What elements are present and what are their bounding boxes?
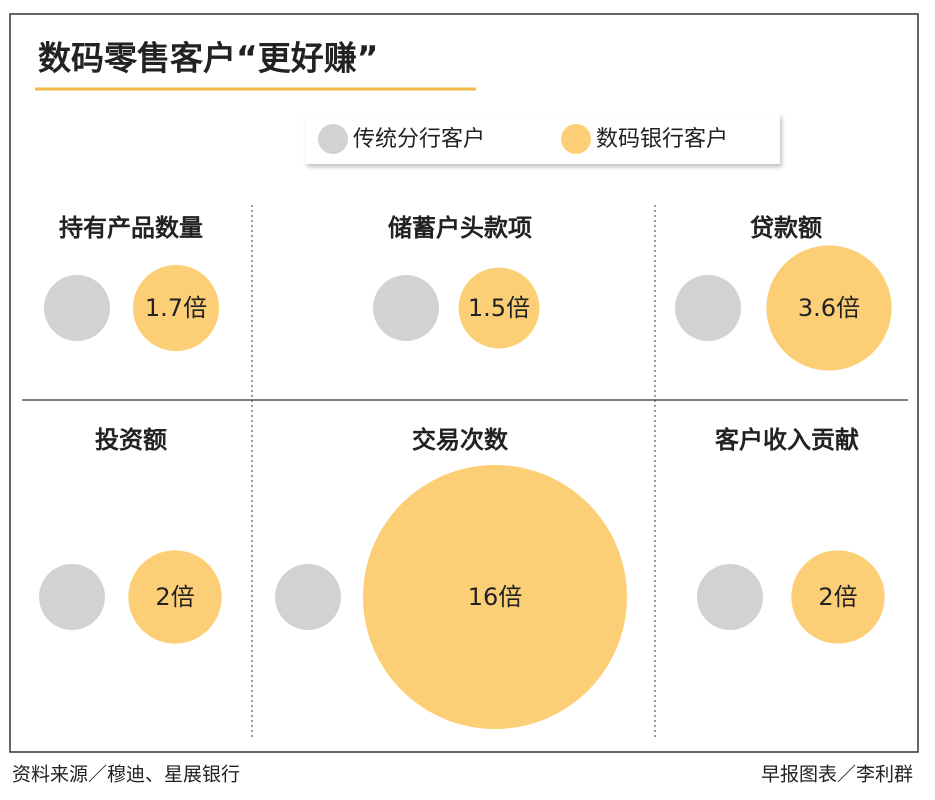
title: 数码零售客户“更好赚” <box>38 39 378 78</box>
panel-title: 储蓄户头款项 <box>388 214 532 242</box>
value-label: 16倍 <box>468 583 523 611</box>
source: 资料来源／穆迪、星展银行 <box>12 764 240 786</box>
value-label: 1.7倍 <box>145 294 207 322</box>
bubble <box>791 550 885 644</box>
bubble <box>373 275 439 341</box>
legend-swatch <box>561 124 591 154</box>
panel-title: 客户收入贡献 <box>715 426 859 454</box>
bubble <box>363 465 627 729</box>
credit: 早报图表／李利群 <box>761 764 913 786</box>
panel-title: 交易次数 <box>412 426 509 454</box>
legend-box <box>305 114 780 164</box>
value-label: 1.5倍 <box>468 294 530 322</box>
bubble <box>132 264 220 352</box>
value-label: 3.6倍 <box>798 294 860 322</box>
bubble <box>697 564 763 630</box>
panel-title: 贷款额 <box>750 214 822 242</box>
bubble <box>39 564 105 630</box>
bubble <box>766 245 892 371</box>
panel-title: 投资额 <box>95 426 167 454</box>
bubble <box>44 275 110 341</box>
legend-label: 数码银行客户 <box>596 127 728 152</box>
bubble <box>275 564 341 630</box>
value-label: 2倍 <box>155 583 194 611</box>
legend-swatch <box>318 124 348 154</box>
value-label: 2倍 <box>818 583 857 611</box>
bubble <box>675 275 741 341</box>
bubble <box>458 267 540 349</box>
panel-title: 持有产品数量 <box>59 214 203 242</box>
legend-label: 传统分行客户 <box>353 127 485 152</box>
bubble <box>128 550 222 644</box>
